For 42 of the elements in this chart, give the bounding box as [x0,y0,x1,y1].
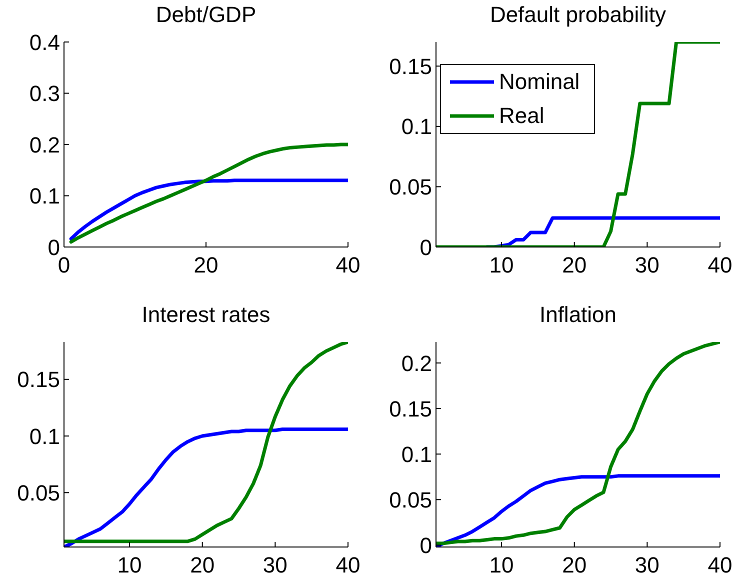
x-tick-label: 20 [562,552,587,578]
chart-title: Default probability [488,2,668,27]
y-tick-label: 0.3 [29,81,60,106]
y-tick-label: 0 [420,234,432,260]
x-tick-label: 10 [117,552,142,578]
y-tick-label: 0.05 [389,174,432,200]
y-tick-label: 0.2 [401,350,432,376]
x-tick-label: 40 [708,552,732,578]
line-series [69,178,348,241]
y-tick-label: 0.1 [401,442,432,467]
y-tick-label: 0.1 [29,424,60,449]
y-tick-label: 0.15 [17,367,60,392]
y-tick-label: 0.1 [29,184,60,209]
y-tick-label: 0.15 [389,396,432,422]
y-tick-label: 0.15 [389,54,432,79]
x-tick-label: 40 [708,252,732,278]
chart-title: Interest rates [140,302,272,327]
y-tick-label: 0.4 [29,30,60,55]
line-series [436,342,720,546]
line-series [436,42,720,247]
chart-title: Debt/GDP [154,2,258,27]
x-tick-label: 20 [190,552,215,578]
x-tick-label: 30 [262,552,288,578]
legend-label: Real [499,103,544,129]
y-tick-label: 0.2 [29,132,60,158]
y-tick-label: 0 [420,532,432,558]
legend-label: Nominal [499,69,580,95]
line-series [64,342,348,544]
x-tick-label: 40 [336,252,360,278]
x-tick-label: 30 [634,552,660,578]
y-tick-label: 0.05 [389,487,432,512]
y-tick-label: 0 [48,234,60,260]
chart-title: Inflation [538,302,618,327]
x-tick-label: 30 [634,252,660,278]
x-tick-label: 20 [562,252,587,278]
x-tick-label: 40 [336,552,360,578]
line-series [69,142,348,244]
x-tick-label: 10 [489,552,514,578]
x-tick-label: 20 [194,252,218,278]
x-tick-label: 10 [489,252,514,278]
y-tick-label: 0.05 [17,480,60,506]
y-tick-label: 0.1 [401,114,432,140]
